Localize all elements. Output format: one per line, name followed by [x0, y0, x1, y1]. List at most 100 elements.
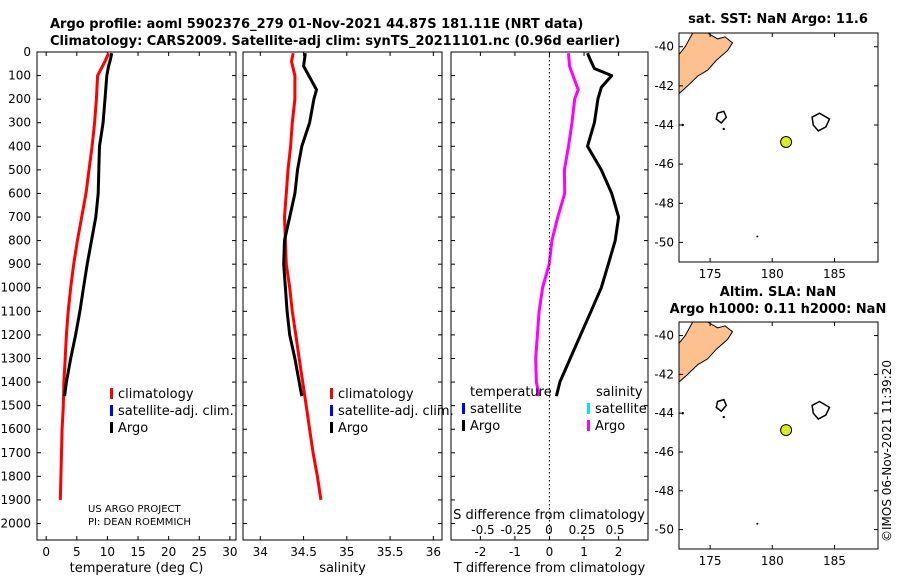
sst-map: -40 -42 -44 -46 -48 -50 175 180 185 sat. SST: NaN…	[654, 12, 879, 281]
map-frame	[678, 32, 879, 263]
x-axis-label: temperature (deg C)	[70, 561, 204, 576]
series-line-salinity-difference	[534, 53, 580, 397]
land-south-island	[679, 322, 734, 383]
x-tick-label: 1	[580, 545, 588, 559]
x-tick-label: 0	[546, 545, 554, 559]
salinity-plot: 34 34.5 35 35.5 36 salinity climatology satelli…	[242, 51, 454, 576]
legend-swatch	[110, 405, 113, 416]
legend-label: Argo	[338, 421, 368, 436]
plot-frame	[36, 51, 237, 541]
lat-tick-label: -48	[654, 196, 674, 210]
island-small	[715, 110, 728, 125]
figure-title-line1: Argo profile: aoml 5902376_279 01-Nov-20…	[50, 17, 583, 32]
y-tick-label: 100	[8, 69, 31, 83]
x-tick-label: 35	[339, 545, 354, 559]
y-tick-label: 0	[23, 45, 31, 59]
lat-tick-label: -42	[654, 79, 674, 93]
y-tick-label: 1800	[0, 469, 31, 483]
lon-tick-label: 185	[823, 267, 846, 281]
x-tick-label: -1	[509, 545, 521, 559]
lon-tick-label: 180	[761, 554, 784, 568]
map-frame	[678, 321, 879, 550]
y-tick-label: 1100	[0, 304, 31, 318]
x-tick-label: 34.5	[290, 545, 317, 559]
series-line-climatology	[283, 52, 323, 501]
island-chatham	[811, 400, 831, 420]
y-tick-label: 1600	[0, 422, 31, 436]
lon-tick-label: 175	[699, 267, 722, 281]
temperature-plot: 0100200300400500600700800900100011001200…	[0, 45, 237, 576]
series-line-temperature-difference	[554, 52, 621, 397]
x-tick-label: 20	[161, 545, 176, 559]
y-tick-label: 1700	[0, 446, 31, 460]
secondary-tick-label: -0.25	[500, 523, 531, 537]
x-tick-label: 30	[222, 545, 237, 559]
map-subtitle: Argo h1000: 0.11 h2000: NaN	[670, 302, 887, 317]
lat-tick-label: -44	[654, 118, 674, 132]
legend-label: satellite	[595, 402, 647, 417]
legend-label: Argo	[118, 421, 148, 436]
land-south-island	[679, 33, 734, 95]
y-tick-label: 1400	[0, 375, 31, 389]
series-line-argo	[63, 52, 114, 397]
lon-tick-label: 185	[823, 554, 846, 568]
y-tick-label: 900	[8, 257, 31, 271]
legend-label: climatology	[118, 387, 194, 402]
y-tick-label: 400	[8, 139, 31, 153]
x-tick-label: 36	[426, 545, 441, 559]
legend-title-temperature: temperature	[470, 385, 552, 400]
legend-swatch	[462, 420, 465, 431]
legend-label: Argo	[470, 419, 500, 434]
legend-swatch	[462, 403, 465, 414]
island-dot	[756, 235, 759, 238]
island-dot	[722, 415, 725, 419]
credit-project: US ARGO PROJECT	[88, 504, 182, 515]
x-tick-label: 10	[100, 545, 115, 559]
secondary-axis-label: S difference from climatology	[453, 508, 645, 523]
y-tick-label: 2000	[0, 516, 31, 530]
x-tick-label: 34	[253, 545, 268, 559]
x-tick-label: 0	[42, 545, 50, 559]
lat-tick-label: -40	[654, 329, 674, 343]
legend-swatch	[587, 403, 590, 414]
y-tick-label: 600	[8, 186, 31, 200]
x-tick-label: -2	[474, 545, 486, 559]
island-chatham	[811, 112, 831, 132]
x-tick-label: 25	[192, 545, 207, 559]
legend-swatch	[587, 420, 590, 431]
legend-swatch	[330, 388, 333, 399]
x-axis-label: salinity	[319, 561, 366, 576]
y-tick-label: 1200	[0, 328, 31, 342]
legend-label: satellite-adj. clim.	[338, 404, 454, 419]
credit-pi: PI: DEAN ROEMMICH	[88, 517, 191, 528]
legend-swatch	[110, 388, 113, 399]
series-line-argo	[282, 53, 318, 397]
series-line-climatology	[58, 52, 110, 500]
difference-plot: -2 -1 0 1 2 T difference from climatology S di…	[450, 51, 649, 576]
lat-tick-label: -44	[654, 406, 674, 420]
lon-tick-label: 175	[699, 554, 722, 568]
legend-title-salinity: salinity	[596, 385, 643, 400]
sla-map: -40 -42 -44 -46 -48 -50 175 180 185 Altim. SLA: N…	[654, 285, 886, 568]
land-layer	[679, 322, 831, 525]
y-tick-label: 1500	[0, 399, 31, 413]
lat-tick-label: -40	[654, 40, 674, 54]
lat-tick-label: -50	[654, 235, 674, 249]
secondary-tick-label: 0.5	[605, 523, 624, 537]
legend-swatch	[330, 405, 333, 416]
figure-title-line2: Climatology: CARS2009. Satellite-adj cli…	[50, 34, 620, 49]
x-tick-label: 5	[73, 545, 81, 559]
lat-tick-label: -46	[654, 445, 674, 459]
y-tick-label: 300	[8, 116, 31, 130]
y-tick-label: 500	[8, 163, 31, 177]
timestamp-watermark: ©IMOS 06-Nov-2021 11:39:20	[880, 360, 894, 542]
legend-label: Argo	[595, 419, 625, 434]
y-tick-label: 700	[8, 210, 31, 224]
secondary-tick-label: 0	[545, 523, 553, 537]
float-position-marker	[780, 424, 793, 437]
legend-swatch	[330, 422, 333, 433]
island-dot	[722, 127, 725, 131]
y-tick-label: 200	[8, 92, 31, 106]
legend-label: satellite	[470, 402, 522, 417]
